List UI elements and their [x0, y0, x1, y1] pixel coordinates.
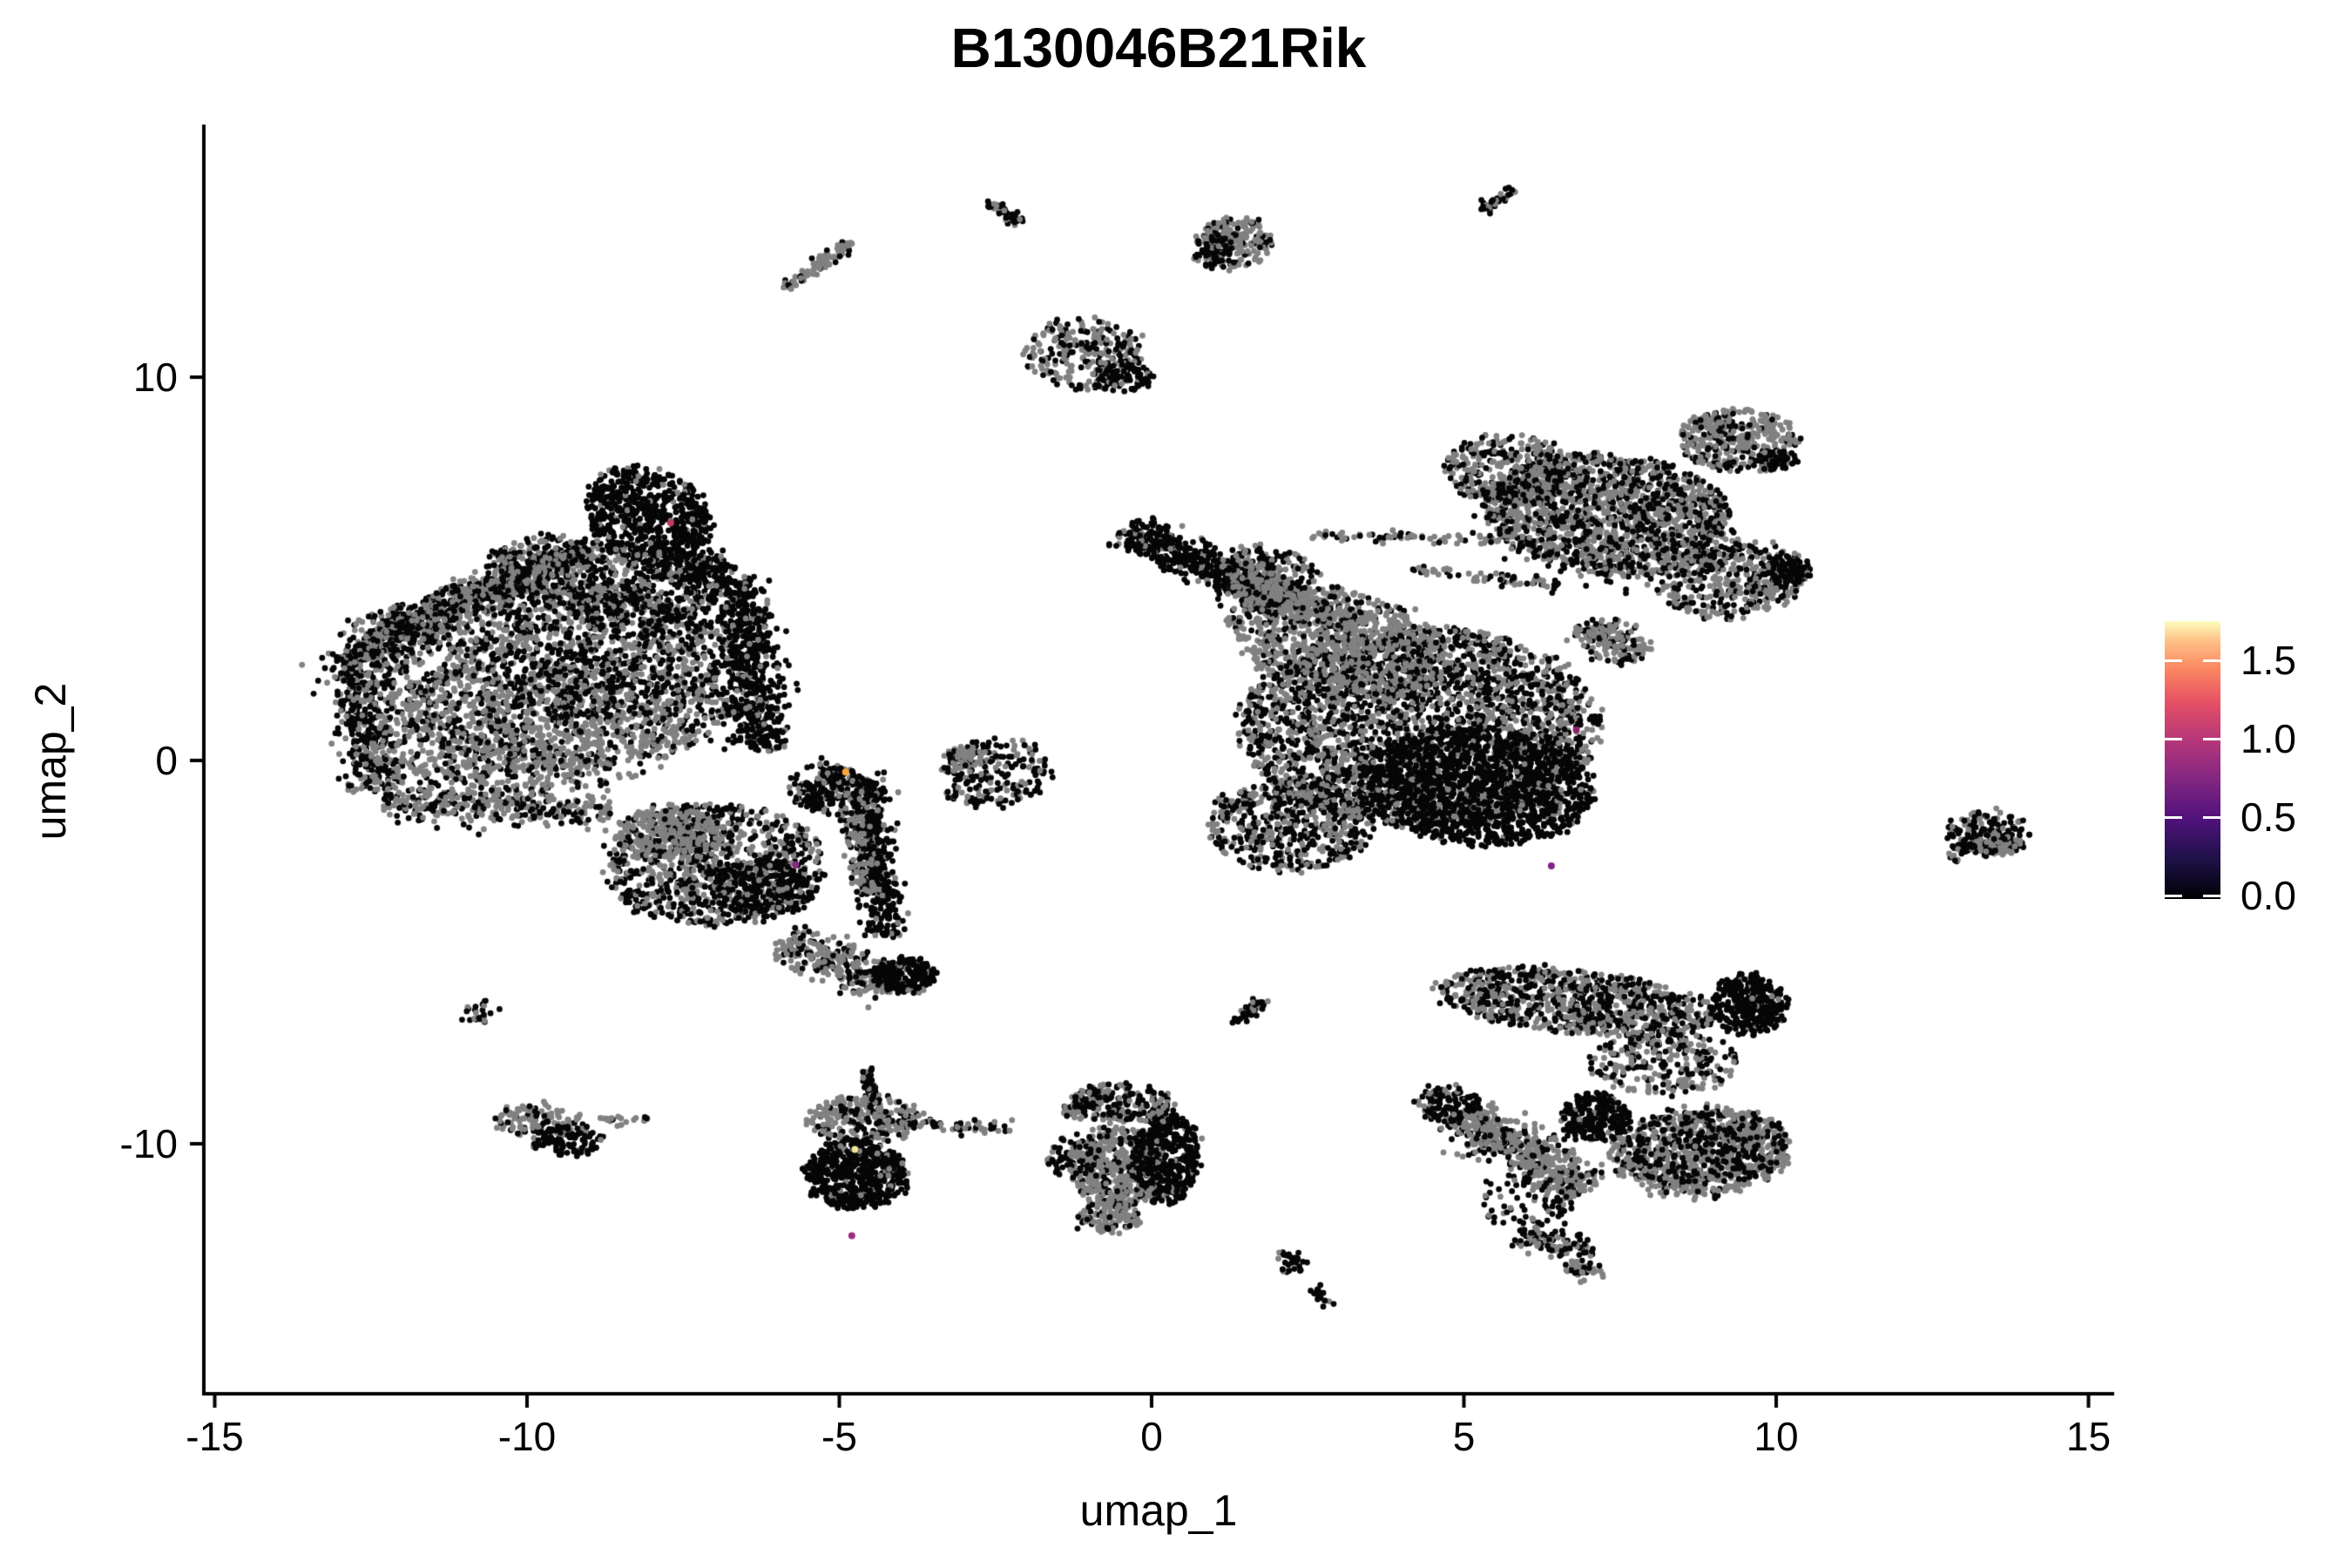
- x-tick-label: 15: [2065, 1414, 2112, 1459]
- colorbar-gradient: [2165, 621, 2220, 899]
- x-tick-label: 0: [1140, 1414, 1163, 1459]
- x-tick-label: -15: [186, 1414, 244, 1459]
- colorbar-tick-mark: [2165, 895, 2182, 897]
- colorbar-tick-label: 1.5: [2240, 638, 2296, 683]
- y-tick-label: -10: [119, 1121, 178, 1166]
- colorbar-tick-mark: [2203, 659, 2220, 662]
- plot-title: B130046B21Rik: [950, 17, 1367, 79]
- colorbar-tick-label: 0.5: [2240, 794, 2296, 840]
- y-tick-label: 10: [132, 355, 178, 400]
- colorbar-tick-mark: [2203, 738, 2220, 740]
- x-tick-label: 10: [1754, 1414, 1799, 1459]
- x-tick-label: -10: [497, 1414, 557, 1459]
- colorbar-tick-mark: [2165, 659, 2182, 662]
- colorbar-tick-mark: [2203, 816, 2220, 819]
- colorbar-tick-mark: [2203, 895, 2220, 897]
- x-axis-title: umap_1: [1079, 1486, 1238, 1535]
- y-tick-label: 0: [155, 738, 178, 783]
- colorbar-tick-label: 1.0: [2240, 716, 2296, 761]
- colorbar-tick-mark: [2165, 738, 2182, 740]
- x-tick-label: -5: [821, 1414, 857, 1459]
- x-tick-label: 5: [1452, 1414, 1476, 1459]
- colorbar-tick-mark: [2165, 816, 2182, 819]
- colorbar-tick-label: 0.0: [2240, 873, 2296, 918]
